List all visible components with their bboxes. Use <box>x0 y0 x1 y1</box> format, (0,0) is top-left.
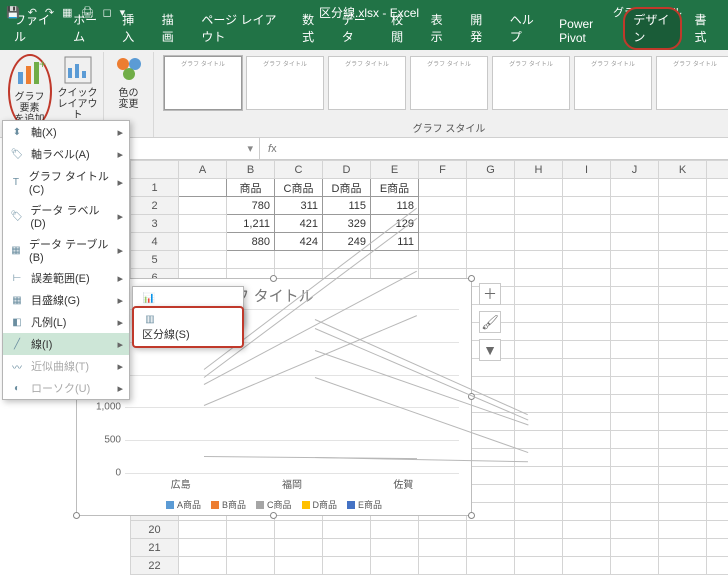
menu-label: 目盛線(G) <box>31 292 80 308</box>
qat-icon[interactable]: ▦ <box>62 6 72 19</box>
tab-表示[interactable]: 表示 <box>423 7 459 50</box>
menu-item[interactable]: ▦ 目盛線(G) ▸ <box>3 289 129 311</box>
tab-描画[interactable]: 描画 <box>154 7 190 50</box>
tab-校閲[interactable]: 校閲 <box>383 7 419 50</box>
menu-icon: ◐ <box>9 381 25 395</box>
menu-icon: ⊢ <box>9 271 25 285</box>
chevron-right-icon: ▸ <box>117 176 123 189</box>
chart-styles-gallery[interactable]: グラフ タイトルグラフ タイトルグラフ タイトルグラフ タイトルグラフ タイトル… <box>160 54 728 120</box>
menu-item[interactable]: ◧ 凡例(L) ▸ <box>3 311 129 333</box>
qat-icon[interactable]: ◻ <box>103 6 112 19</box>
chevron-right-icon: ▸ <box>117 360 123 373</box>
formula-bar: ▾ fx <box>130 138 728 160</box>
svg-text:+: + <box>39 58 46 71</box>
menu-label: データ ラベル(D) <box>30 202 111 230</box>
tab-開発[interactable]: 開発 <box>462 7 498 50</box>
chevron-right-icon: ▸ <box>117 382 123 395</box>
menu-icon: 🏷 <box>9 209 24 223</box>
add-chart-element-button[interactable]: + グラフ要素 を追加 <box>8 54 52 129</box>
menu-label: 凡例(L) <box>31 314 66 330</box>
chevron-right-icon: ▸ <box>117 294 123 307</box>
worksheet[interactable]: ABCDEFGHIJKLM1商品C商品D商品E商品278031111511831… <box>130 160 728 560</box>
legend-item[interactable]: C商品 <box>256 498 292 511</box>
menu-icon: 〰 <box>9 359 25 373</box>
menu-icon: ◧ <box>9 315 25 329</box>
menu-item[interactable]: 🏷 データ ラベル(D) ▸ <box>3 199 129 233</box>
redo-icon[interactable]: ↷ <box>45 6 54 19</box>
menu-item[interactable]: T グラフ タイトル(C) ▸ <box>3 165 129 199</box>
menu-icon: T <box>9 175 23 189</box>
line-submenu-series-lines[interactable]: ▥ 区分線(S) <box>132 306 244 348</box>
ribbon-tabs: ファイルホーム挿入描画ページ レイアウト数式データ校閲表示開発ヘルプPower … <box>0 24 728 50</box>
chart-filter-button[interactable]: ▼ <box>479 339 501 361</box>
undo-icon[interactable]: ↶ <box>28 6 37 19</box>
chart-brush-button[interactable]: 🖌 <box>479 311 501 333</box>
tab-ページ レイアウト[interactable]: ページ レイアウト <box>193 7 290 50</box>
menu-item[interactable]: ⬍ 軸(X) ▸ <box>3 121 129 143</box>
chart-style-thumb[interactable]: グラフ タイトル <box>328 56 406 110</box>
menu-icon: ⬍ <box>9 125 25 139</box>
tab-データ[interactable]: データ <box>334 7 379 50</box>
menu-item: ◐ ローソク(U) ▸ <box>3 377 129 399</box>
menu-label: ローソク(U) <box>31 380 90 396</box>
menu-label: データ テーブル(B) <box>29 236 111 264</box>
chevron-right-icon: ▸ <box>117 338 123 351</box>
menu-icon: ▦ <box>9 293 25 307</box>
menu-item[interactable]: 🏷 軸ラベル(A) ▸ <box>3 143 129 165</box>
legend-item[interactable]: E商品 <box>347 498 382 511</box>
submenu-series-lines-label: 区分線(S) <box>142 329 190 341</box>
menu-item[interactable]: ⊢ 誤差範囲(E) ▸ <box>3 267 129 289</box>
chevron-right-icon: ▸ <box>117 316 123 329</box>
chart-styles-label: グラフ スタイル <box>413 120 486 137</box>
fx-icon[interactable]: fx <box>260 143 285 155</box>
legend-item[interactable]: B商品 <box>211 498 246 511</box>
qat-icon[interactable]: 🖨 <box>81 6 95 19</box>
menu-icon: ╱ <box>9 337 25 351</box>
chevron-right-icon: ▸ <box>117 148 123 161</box>
legend-item[interactable]: A商品 <box>166 498 201 511</box>
chevron-right-icon: ▸ <box>117 272 123 285</box>
name-box[interactable]: ▾ <box>130 138 260 159</box>
tab-デザイン[interactable]: デザイン <box>623 7 682 50</box>
menu-label: グラフ タイトル(C) <box>29 168 112 196</box>
chart-legend[interactable]: A商品 B商品 C商品 D商品 E商品 <box>77 498 471 511</box>
chevron-right-icon: ▸ <box>117 126 123 139</box>
menu-label: 軸ラベル(A) <box>31 146 90 162</box>
quick-layout-button[interactable]: クイック レイアウト <box>56 54 100 129</box>
menu-icon: 🏷 <box>9 147 25 161</box>
menu-item: 〰近似曲線(T) ▸ <box>3 355 129 377</box>
menu-label: 近似曲線(T) <box>31 358 89 374</box>
chart-style-thumb[interactable]: グラフ タイトル <box>246 56 324 110</box>
chart-style-thumb[interactable]: グラフ タイトル <box>410 56 488 110</box>
chart-plus-button[interactable]: ＋ <box>479 283 501 305</box>
series-lines-icon: ▥ <box>142 312 158 326</box>
tab-書式[interactable]: 書式 <box>686 7 722 50</box>
menu-label: 線(I) <box>31 336 52 352</box>
menu-label: 誤差範囲(E) <box>31 270 90 286</box>
qat-dropdown-icon[interactable]: ▾ <box>120 6 126 19</box>
none-icon: 📊 <box>141 291 157 305</box>
tab-数式[interactable]: 数式 <box>294 7 330 50</box>
menu-label: 軸(X) <box>31 124 57 140</box>
chart-style-thumb[interactable]: グラフ タイトル <box>656 56 728 110</box>
chart-element-menu: ⬍ 軸(X) ▸ 🏷 軸ラベル(A) ▸ T グラフ タイトル(C) ▸ 🏷 データ ラベル(D) ▸… <box>2 120 130 400</box>
tab-Power Pivot[interactable]: Power Pivot <box>551 13 619 50</box>
change-colors-button[interactable]: 色の 変更 <box>107 54 151 110</box>
menu-item[interactable]: ╱ 線(I) ▸ <box>3 333 129 355</box>
chart-style-thumb[interactable]: グラフ タイトル <box>492 56 570 110</box>
menu-icon: ▦ <box>9 243 23 257</box>
chevron-right-icon: ▸ <box>117 244 123 257</box>
tab-ヘルプ[interactable]: ヘルプ <box>502 7 547 50</box>
chart-style-thumb[interactable]: グラフ タイトル <box>164 56 242 110</box>
menu-item[interactable]: ▦ データ テーブル(B) ▸ <box>3 233 129 267</box>
chart-style-thumb[interactable]: グラフ タイトル <box>574 56 652 110</box>
legend-item[interactable]: D商品 <box>302 498 338 511</box>
chevron-right-icon: ▸ <box>117 210 123 223</box>
save-icon[interactable]: 💾 <box>6 6 20 19</box>
